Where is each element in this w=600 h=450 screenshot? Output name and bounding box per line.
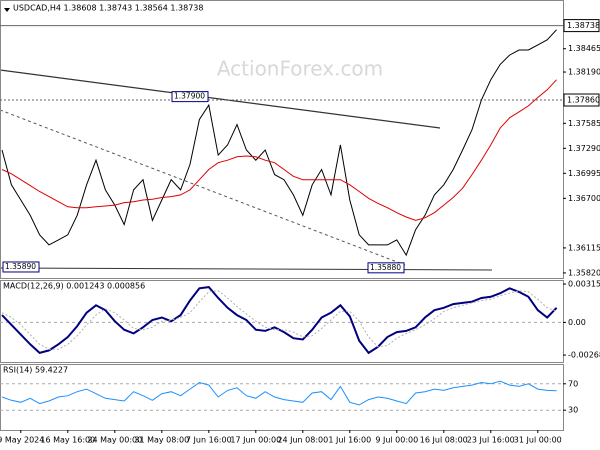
trendline [0,267,493,271]
y-tick-label: 70 [568,379,578,388]
trendline [0,69,441,129]
price-level-box [563,19,600,33]
y-tick-label: -0.00268 [568,351,600,360]
symbol-arrow [4,8,10,12]
series-line [1,79,557,221]
y-tick-label: 1.37585 [568,119,600,128]
annotation-label: 1.35890 [5,262,36,271]
y-tick-label: 1.35820 [568,268,600,277]
x-tick-label: 16 Jul 08:00 [420,436,468,445]
x-tick-label: 31 May 08:00 [134,436,189,445]
panel-frame [0,0,564,279]
x-tick-label: 31 Jul 00:00 [514,436,562,445]
price-level-label: 1.37860 [567,96,600,105]
x-tick-label: 17 Jun 00:00 [230,436,281,445]
series-line [1,29,557,257]
trendline [0,109,406,266]
x-tick-label: 7 Jun 16:00 [186,436,232,445]
annotation-box [2,261,40,273]
x-tick-label: 1 Jul 16:00 [328,436,371,445]
y-tick-label: 1.36700 [568,194,600,203]
x-tick-label: 23 Jul 16:00 [467,436,515,445]
x-tick-label: 24 Jun 08:00 [277,436,328,445]
y-tick-label: 1.36995 [568,169,600,178]
series-line [1,380,557,406]
x-tick-label: 24 May 00:00 [87,436,142,445]
x-tick-label: 9 May 2024 [0,436,44,445]
annotation-box [171,91,209,103]
annotation-box [367,262,405,274]
price-level-box [563,93,600,107]
y-tick-label: 1.36115 [568,243,600,252]
y-tick-label: 1.37290 [568,144,600,153]
price-level-label: 1.38738 [567,21,600,30]
annotation-label: 1.37900 [174,92,205,101]
panel-frame [0,280,564,363]
y-tick-label: 0.00315 [568,280,600,289]
x-tick-label: 16 May 16:00 [40,436,95,445]
y-tick-label: 0.00 [568,318,586,327]
y-tick-label: 1.38190 [568,68,600,77]
y-tick-label: 30 [568,406,578,415]
x-tick-label: 9 Jul 00:00 [375,436,418,445]
series-line [1,286,558,355]
panel-frame [0,364,564,431]
chart-title: USDCAD,H4 1.38608 1.38743 1.38564 1.3873… [13,4,203,13]
annotation-label: 1.35880 [370,263,401,272]
watermark: ActionForex.com [217,57,383,81]
panel-title: RSI(14) 59.4227 [3,366,68,375]
y-tick-label: 1.38465 [568,44,600,53]
panel-title: MACD(12,26,9) 0.001243 0.000856 [3,282,145,291]
